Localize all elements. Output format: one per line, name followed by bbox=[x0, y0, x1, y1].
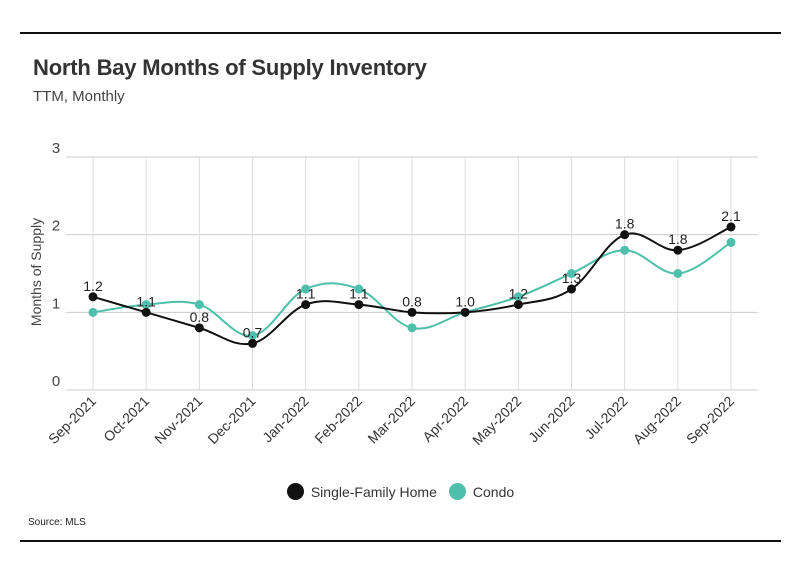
point-s0-5 bbox=[354, 300, 364, 310]
legend-label-condo: Condo bbox=[472, 483, 515, 500]
chart-title: North Bay Months of Supply Inventory bbox=[33, 55, 427, 80]
x-tick-label-3: Dec-2021 bbox=[204, 393, 258, 447]
x-tick-label-10: Jul-2022 bbox=[582, 393, 631, 442]
x-tick-label-1: Oct-2021 bbox=[100, 393, 152, 445]
legend-swatch-single-family bbox=[286, 483, 304, 500]
data-label-5: 1.1 bbox=[349, 286, 369, 302]
x-tick-label-11: Aug-2022 bbox=[630, 393, 684, 447]
data-label-12: 2.1 bbox=[721, 208, 741, 224]
x-tick-label-12: Sep-2022 bbox=[683, 393, 737, 447]
data-label-2: 0.8 bbox=[190, 309, 210, 325]
legend-swatch-condo bbox=[448, 483, 466, 500]
y-tick-labels: 0 1 2 3 bbox=[52, 140, 60, 390]
point-s1-9 bbox=[567, 269, 576, 278]
data-label-1: 1.1 bbox=[136, 293, 156, 309]
legend-label-single-family: Single-Family Home bbox=[310, 483, 437, 500]
chart-subtitle: TTM, Monthly bbox=[33, 88, 125, 105]
series-points bbox=[88, 222, 736, 348]
point-s0-4 bbox=[301, 300, 311, 310]
x-tick-label-8: May-2022 bbox=[469, 393, 524, 448]
data-label-0: 1.2 bbox=[83, 278, 103, 294]
x-tick-label-6: Mar-2022 bbox=[364, 393, 418, 447]
data-label-6: 0.8 bbox=[402, 293, 422, 309]
point-s1-0 bbox=[88, 307, 98, 317]
point-s0-1 bbox=[141, 307, 151, 317]
point-s0-8 bbox=[513, 300, 523, 310]
point-s1-1 bbox=[141, 300, 151, 310]
point-s0-3 bbox=[248, 338, 257, 348]
point-s1-6 bbox=[407, 323, 417, 333]
gridlines bbox=[66, 156, 758, 391]
point-s1-2 bbox=[194, 300, 204, 310]
point-s0-10 bbox=[620, 230, 630, 240]
legend-item-condo: Condo bbox=[448, 483, 515, 500]
point-s0-12 bbox=[726, 222, 736, 232]
bottom-rule bbox=[20, 540, 781, 542]
x-tick-label-4: Jan-2022 bbox=[259, 393, 312, 446]
y-tick-label-3: 3 bbox=[52, 140, 60, 157]
point-s1-8 bbox=[513, 292, 523, 302]
point-s0-2 bbox=[194, 323, 204, 333]
point-s1-5 bbox=[354, 284, 364, 294]
x-tick-label-7: Apr-2022 bbox=[419, 393, 471, 445]
data-label-7: 1.0 bbox=[455, 293, 475, 309]
y-axis-label: Months of Supply bbox=[28, 218, 44, 326]
point-s0-6 bbox=[407, 307, 417, 317]
y-tick-label-1: 1 bbox=[52, 295, 60, 312]
point-s1-10 bbox=[620, 245, 630, 255]
x-tick-label-9: Jun-2022 bbox=[525, 393, 578, 446]
point-s0-0 bbox=[88, 292, 98, 302]
y-tick-label-2: 2 bbox=[52, 218, 60, 235]
legend-item-single-family: Single-Family Home bbox=[286, 483, 437, 500]
x-tick-label-2: Nov-2021 bbox=[151, 393, 205, 447]
legend: Single-Family Home Condo bbox=[0, 483, 801, 500]
data-label-10: 1.8 bbox=[615, 216, 635, 232]
top-rule bbox=[20, 32, 781, 34]
point-s0-7 bbox=[460, 307, 470, 317]
point-s1-11 bbox=[673, 269, 683, 278]
data-label-8: 1.2 bbox=[509, 286, 529, 302]
point-s1-3 bbox=[248, 331, 257, 341]
data-labels: 1.2 1.1 0.8 0.7 1.1 1.1 0.8 1.0 1.2 1.3 1.8 1.8 2.1 bbox=[83, 208, 741, 341]
point-s0-11 bbox=[673, 245, 683, 255]
source-note: Source: MLS bbox=[28, 517, 86, 528]
data-label-4: 1.1 bbox=[296, 286, 316, 302]
data-label-3: 0.7 bbox=[243, 324, 263, 340]
y-tick-label-0: 0 bbox=[52, 373, 60, 390]
point-s1-12 bbox=[726, 237, 736, 247]
x-tick-label-5: Feb-2022 bbox=[311, 393, 365, 447]
point-s1-4 bbox=[301, 284, 311, 294]
point-s0-9 bbox=[567, 284, 576, 294]
data-label-9: 1.3 bbox=[562, 270, 582, 286]
x-tick-label-0: Sep-2021 bbox=[45, 393, 99, 447]
data-label-11: 1.8 bbox=[668, 231, 688, 247]
